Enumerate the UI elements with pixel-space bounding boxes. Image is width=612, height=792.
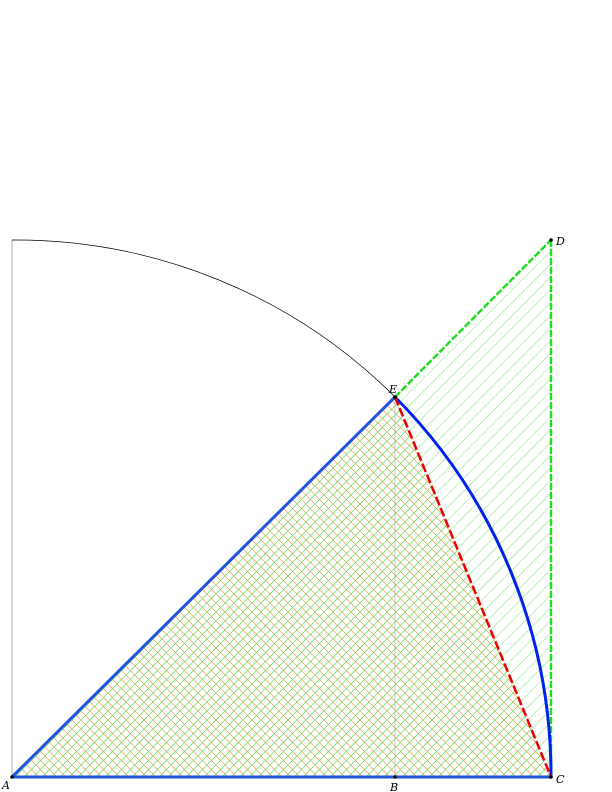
point-a-label: A [1, 779, 10, 792]
point-c-marker [549, 775, 553, 779]
triangle-aec-region [12, 397, 551, 777]
point-b-label: B [389, 781, 398, 792]
point-c-label: C [556, 773, 565, 786]
segment-ed [394, 239, 552, 398]
chord-ec [393, 396, 553, 778]
triangle-edc-region [395, 240, 551, 777]
quarter-circle-arc [11, 239, 396, 398]
point-e-marker [393, 395, 397, 399]
arc-ec [393, 395, 553, 778]
segment-ae [10, 395, 397, 779]
point-a-marker [10, 775, 14, 779]
point-d-marker [549, 238, 553, 242]
point-b-marker [393, 775, 397, 779]
point-d-label: D [555, 235, 565, 248]
point-e-label: E [388, 383, 397, 396]
